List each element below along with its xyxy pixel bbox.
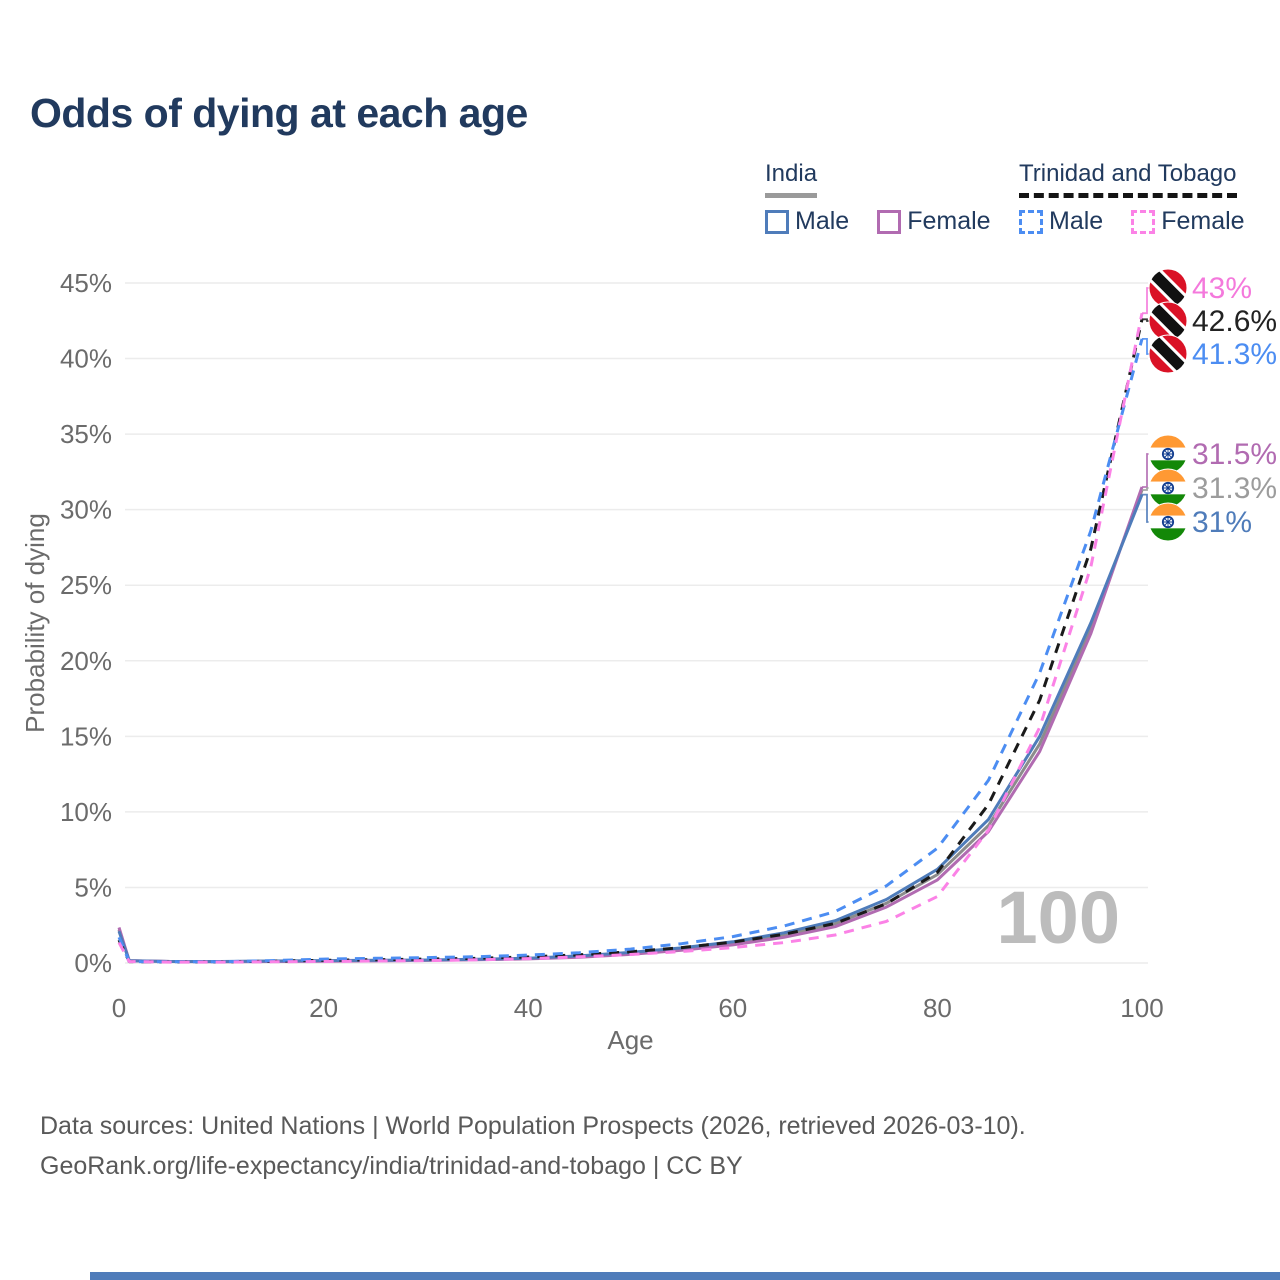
x-tick-0: 0 xyxy=(112,993,126,1023)
india-male-label[interactable]: Male xyxy=(795,207,850,235)
y-axis-title: Probability of dying xyxy=(20,513,50,733)
x-tick-20: 20 xyxy=(309,993,338,1023)
y-tick-0: 0% xyxy=(74,948,112,978)
india-female-swatch[interactable] xyxy=(877,209,902,234)
tt-female-label[interactable]: Female xyxy=(1161,207,1245,235)
legend-india-title: India xyxy=(765,160,818,198)
y-tick-20: 20% xyxy=(60,646,112,676)
y-tick-35: 35% xyxy=(60,419,112,449)
footer-data-sources: Data sources: United Nations | World Pop… xyxy=(40,1112,1026,1140)
page-title: Odds of dying at each age xyxy=(30,90,528,136)
footer-attribution-link[interactable]: GeoRank.org/life-expectancy/india/trinid… xyxy=(40,1152,743,1180)
y-tick-10: 10% xyxy=(60,797,112,827)
x-tick-100: 100 xyxy=(1120,993,1163,1023)
flag-india-icon xyxy=(1148,502,1188,542)
y-tick-45: 45% xyxy=(60,268,112,298)
series-line-tt_female[interactable] xyxy=(117,312,1144,964)
bottom-accent-bar xyxy=(90,1272,1280,1280)
legend-group-trinidad-and-tobago: Trinidad and Tobago Male Female xyxy=(1019,160,1245,236)
age-watermark: 100 xyxy=(997,876,1120,959)
series-line-tt_average[interactable] xyxy=(117,318,1144,964)
end-label-india_average: 31.3% xyxy=(1192,472,1277,505)
x-tick-60: 60 xyxy=(718,993,747,1023)
series-line-india_average[interactable] xyxy=(117,489,1144,964)
legend: India Male Female Trinidad and Tobago Ma… xyxy=(0,160,1280,250)
flag-tt-icon xyxy=(1148,334,1188,374)
legend-tt-title: Trinidad and Tobago xyxy=(1019,160,1237,198)
end-label-tt_average: 42.6% xyxy=(1192,305,1277,338)
end-label-india_female: 31.5% xyxy=(1192,438,1277,471)
end-label-india_male: 31% xyxy=(1192,506,1252,539)
x-tick-40: 40 xyxy=(514,993,543,1023)
tt-female-swatch[interactable] xyxy=(1131,209,1156,234)
tt-male-label[interactable]: Male xyxy=(1049,207,1104,235)
series-line-india_female[interactable] xyxy=(117,486,1144,964)
y-tick-5: 5% xyxy=(74,872,112,902)
y-tick-15: 15% xyxy=(60,721,112,751)
x-tick-80: 80 xyxy=(923,993,952,1023)
line-chart[interactable]: 0% 5% 10% 15% 20% 25% 30% 35% 40% 45% 0 20 40 60 80 100… xyxy=(0,0,1280,1080)
tt-male-swatch[interactable] xyxy=(1019,209,1043,234)
india-male-swatch[interactable] xyxy=(765,209,789,234)
flag-india-icon xyxy=(1148,468,1188,508)
flag-tt-icon xyxy=(1148,268,1188,308)
end-label-tt_male: 41.3% xyxy=(1192,338,1277,371)
y-tick-30: 30% xyxy=(60,495,112,525)
legend-group-india: India Male Female xyxy=(765,160,991,236)
footer: Data sources: United Nations | World Pop… xyxy=(40,1106,1026,1186)
flag-tt-icon xyxy=(1148,301,1188,341)
end-label-tt_female: 43% xyxy=(1192,272,1252,305)
series-line-tt_male[interactable] xyxy=(117,338,1144,964)
series-line-india_male[interactable] xyxy=(117,494,1144,963)
india-female-label[interactable]: Female xyxy=(907,207,991,235)
flag-india-icon xyxy=(1148,434,1188,474)
y-tick-25: 25% xyxy=(60,570,112,600)
x-axis-title: Age xyxy=(607,1025,653,1055)
y-tick-40: 40% xyxy=(60,344,112,374)
